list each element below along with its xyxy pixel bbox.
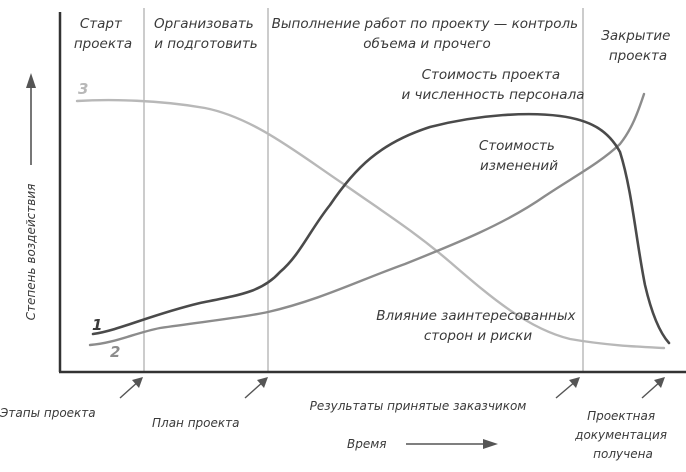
cost-staff-label: Стоимость проекта и численность персонал… <box>401 67 584 103</box>
change-cost-label: Стоимость изменений <box>479 138 559 174</box>
change-cost-curve <box>88 92 646 347</box>
x-axis-label: Время <box>347 437 387 451</box>
phase-organize-title: Организовать и подготовить <box>154 16 258 52</box>
milestone-arrowhead-plan <box>257 377 268 388</box>
milestone-arrowhead-docs <box>654 377 665 388</box>
milestone-phases-label: Этапы проекта <box>0 406 96 420</box>
curve-2-number: 2 <box>110 343 120 361</box>
milestone-plan-label: План проекта <box>152 416 240 430</box>
x-axis-arrowhead <box>483 439 498 449</box>
milestone-arrowhead-phases <box>132 377 143 388</box>
milestone-accepted-label: Результаты принятые заказчиком <box>310 399 527 413</box>
curve-3-number: 3 <box>78 80 88 98</box>
phase-start-title: Старт проекта <box>74 16 132 52</box>
phase-close-title: Закрытие проекта <box>601 28 675 64</box>
milestone-docs-label: Проектная документация получена <box>574 409 671 461</box>
risk-label: Влияние заинтересованных сторон и риски <box>376 308 580 344</box>
cost-staff-curve <box>91 112 671 345</box>
y-axis-arrowhead <box>26 73 36 88</box>
risk-curve <box>75 98 666 350</box>
curve-1-number: 1 <box>92 316 102 334</box>
milestone-arrowhead-accepted <box>569 377 580 388</box>
y-axis-label: Степень воздействия <box>24 184 38 321</box>
phase-execute-title: Выполнение работ по проекту — контроль о… <box>272 16 583 52</box>
